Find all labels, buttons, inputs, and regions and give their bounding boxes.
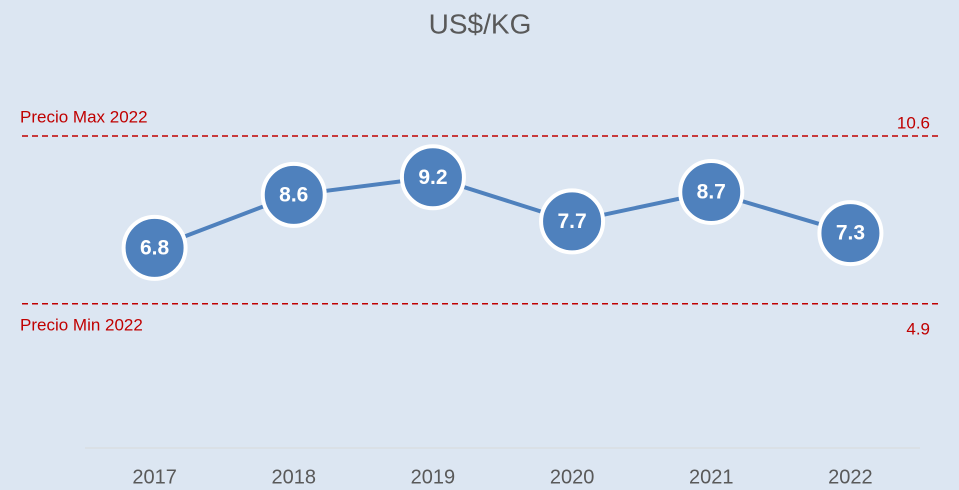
data-label: 8.7: [697, 181, 726, 204]
reference-value: 10.6: [897, 114, 930, 133]
x-tick-label: 2020: [550, 466, 595, 488]
reference-label: Precio Min 2022: [20, 315, 143, 334]
reference-value: 4.9: [906, 319, 930, 338]
point-marker: [260, 161, 327, 228]
data-label: 7.7: [557, 210, 586, 233]
point-marker: [817, 200, 884, 267]
x-tick-label: 2017: [132, 466, 177, 488]
point-marker: [399, 144, 466, 211]
data-label: 9.2: [418, 166, 447, 189]
point-marker: [121, 214, 188, 281]
x-tick-label: 2022: [828, 466, 873, 488]
x-tick-label: 2021: [689, 466, 734, 488]
reference-label: Precio Max 2022: [20, 108, 148, 127]
x-tick-label: 2019: [411, 466, 456, 488]
point-marker: [678, 158, 745, 225]
chart-title: US$/KG: [429, 8, 532, 39]
data-label: 8.6: [279, 183, 308, 206]
x-tick-label: 2018: [272, 466, 317, 488]
data-label: 7.3: [836, 222, 865, 245]
data-label: 6.8: [140, 236, 170, 259]
point-marker: [539, 188, 606, 255]
